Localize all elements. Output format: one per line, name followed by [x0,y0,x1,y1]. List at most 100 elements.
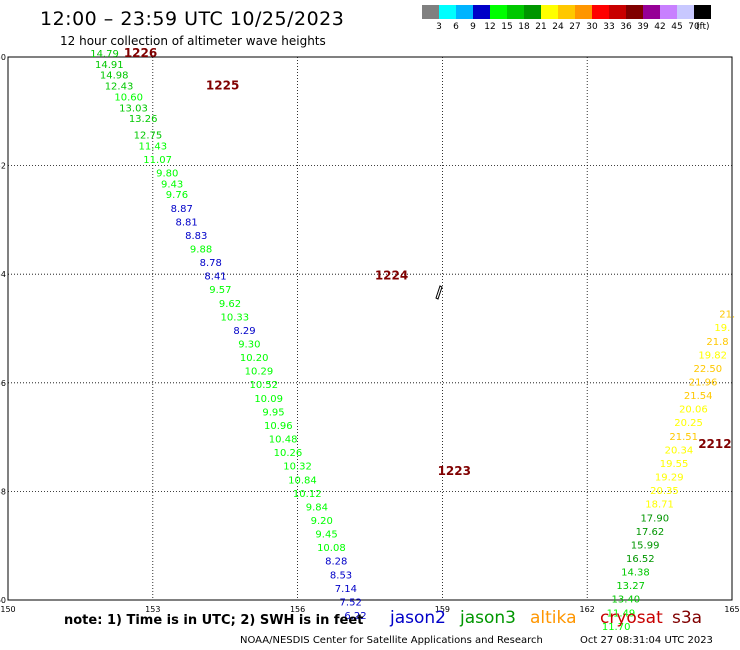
swh-value-label: 10.26 [274,448,303,459]
swh-value-label: 10.52 [249,380,278,391]
lon-tick-label: 156 [290,605,305,614]
swh-value-label: 16.52 [626,554,655,565]
swh-value-label: 7.52 [340,597,362,608]
swh-value-label: 10.32 [283,462,312,473]
swh-value-label: 21.8 [706,337,728,348]
swh-value-label: 19.55 [660,459,689,470]
lat-tick-label: -58 [0,487,6,496]
swh-value-label: 9.20 [311,516,333,527]
colorbar-label: 27 [569,22,581,32]
swh-value-label: 11.70 [602,622,631,633]
pass-time-label: 1223 [438,464,471,478]
satellite-legend-jason2: jason2 [390,608,446,628]
swh-value-label: 19. [714,323,730,334]
lon-tick-label: 150 [0,605,15,614]
swh-value-label: 11.07 [143,155,172,166]
swh-value-label: 9.43 [161,179,183,190]
colorbar-swatch [575,5,592,19]
lat-tick-label: -60 [0,596,6,605]
swh-value-label: 13.03 [119,103,148,114]
colorbar-swatch [694,5,711,19]
swh-value-label: 13.40 [611,595,640,606]
colorbar-label: 15 [501,22,513,32]
lat-tick-label: -56 [0,379,6,388]
colorbar-swatch [609,5,626,19]
swh-value-label: 8.29 [233,326,255,337]
swh-value-label: 9.84 [306,502,328,513]
colorbar-label: 70 [688,22,700,32]
swh-value-label: 20.06 [679,405,708,416]
footer-credit: NOAA/NESDIS Center for Satellite Applica… [240,635,543,646]
swh-value-label: 10.12 [293,489,322,500]
swh-value-label: 9.88 [190,244,212,255]
swh-value-label: 8.81 [175,217,197,228]
swh-value-label: 14.79 [90,49,119,60]
swh-value-label: 9.62 [219,299,241,310]
lat-tick-label: -54 [0,270,6,279]
colorbar-label: 6 [453,22,459,32]
map-frame [7,56,733,601]
swh-value-label: 10.29 [245,367,274,378]
swh-value-label: 9.95 [262,407,284,418]
swh-value-label: 14.91 [95,60,124,71]
colorbar-swatch [456,5,473,19]
swh-value-label: 20.34 [665,445,694,456]
footer-timestamp: Oct 27 08:31:04 UTC 2023 [580,635,713,646]
colorbar-label: 45 [671,22,683,32]
map-title: 12:00 – 23:59 UTC 10/25/2023 [40,8,345,30]
island-outline [435,285,443,300]
colorbar-swatch [643,5,660,19]
swh-value-label: 8.83 [185,231,207,242]
colorbar-swatch [490,5,507,19]
colorbar-label: 21 [535,22,547,32]
swh-value-label: 14.98 [100,71,129,82]
map-subtitle: 12 hour collection of altimeter wave hei… [60,34,326,48]
swh-value-label: 9.80 [156,168,178,179]
swh-value-label: 15.99 [631,540,660,551]
colorbar-swatch [541,5,558,19]
swh-value-label: 10.20 [240,353,269,364]
swh-value-label: 10.96 [264,421,293,432]
swh-value-label: 11.43 [138,141,167,152]
swh-value-label: 13.26 [129,114,158,125]
swh-value-label: 8.53 [330,570,352,581]
swh-value-label: 17.90 [640,513,669,524]
swh-value-label: 19.29 [655,473,684,484]
swh-value-label: 9.57 [209,285,231,296]
swh-value-label: 22.50 [694,364,723,375]
pass-time-label: 2212 [698,437,731,451]
swh-value-label: 21.54 [684,391,713,402]
swh-value-label: 7.14 [335,584,357,595]
satellite-legend-altika: altika [530,608,577,628]
lon-tick-label: 165 [724,605,739,614]
satellite-legend-cryosat: cryosat [600,608,663,628]
colorbar-label: 12 [484,22,496,32]
lon-tick-label: 153 [145,605,160,614]
swh-value-label: 21. [719,310,735,321]
swh-value-label: 17.62 [636,527,665,538]
swh-value-label: 12.43 [105,82,134,93]
swh-value-label: 10.09 [254,394,283,405]
swh-value-label: 9.30 [238,340,260,351]
swh-value-label: 8.87 [171,204,193,215]
swh-value-label: 9.76 [166,190,188,201]
swh-value-label: 19.82 [698,350,727,361]
lon-tick-label: 162 [580,605,595,614]
swh-value-label: 8.28 [325,557,347,568]
colorbar-swatch [524,5,541,19]
swh-value-label: 6.22 [344,611,366,622]
colorbar-label: 3 [436,22,442,32]
pass-time-label: 1225 [206,79,239,93]
swh-value-label: 20.35 [650,486,679,497]
colorbar-label: 33 [603,22,615,32]
colorbar-label: 9 [470,22,476,32]
colorbar-label: 42 [654,22,666,32]
pass-time-label: 1224 [375,269,408,283]
swh-value-label: 12.75 [134,130,163,141]
colorbar-swatch [677,5,694,19]
swh-value-label: 18.71 [645,500,674,511]
map-note: note: 1) Time is in UTC; 2) SWH is in fe… [64,613,364,628]
swh-value-label: 21.51 [669,432,698,443]
swh-value-label: 10.33 [221,312,250,323]
